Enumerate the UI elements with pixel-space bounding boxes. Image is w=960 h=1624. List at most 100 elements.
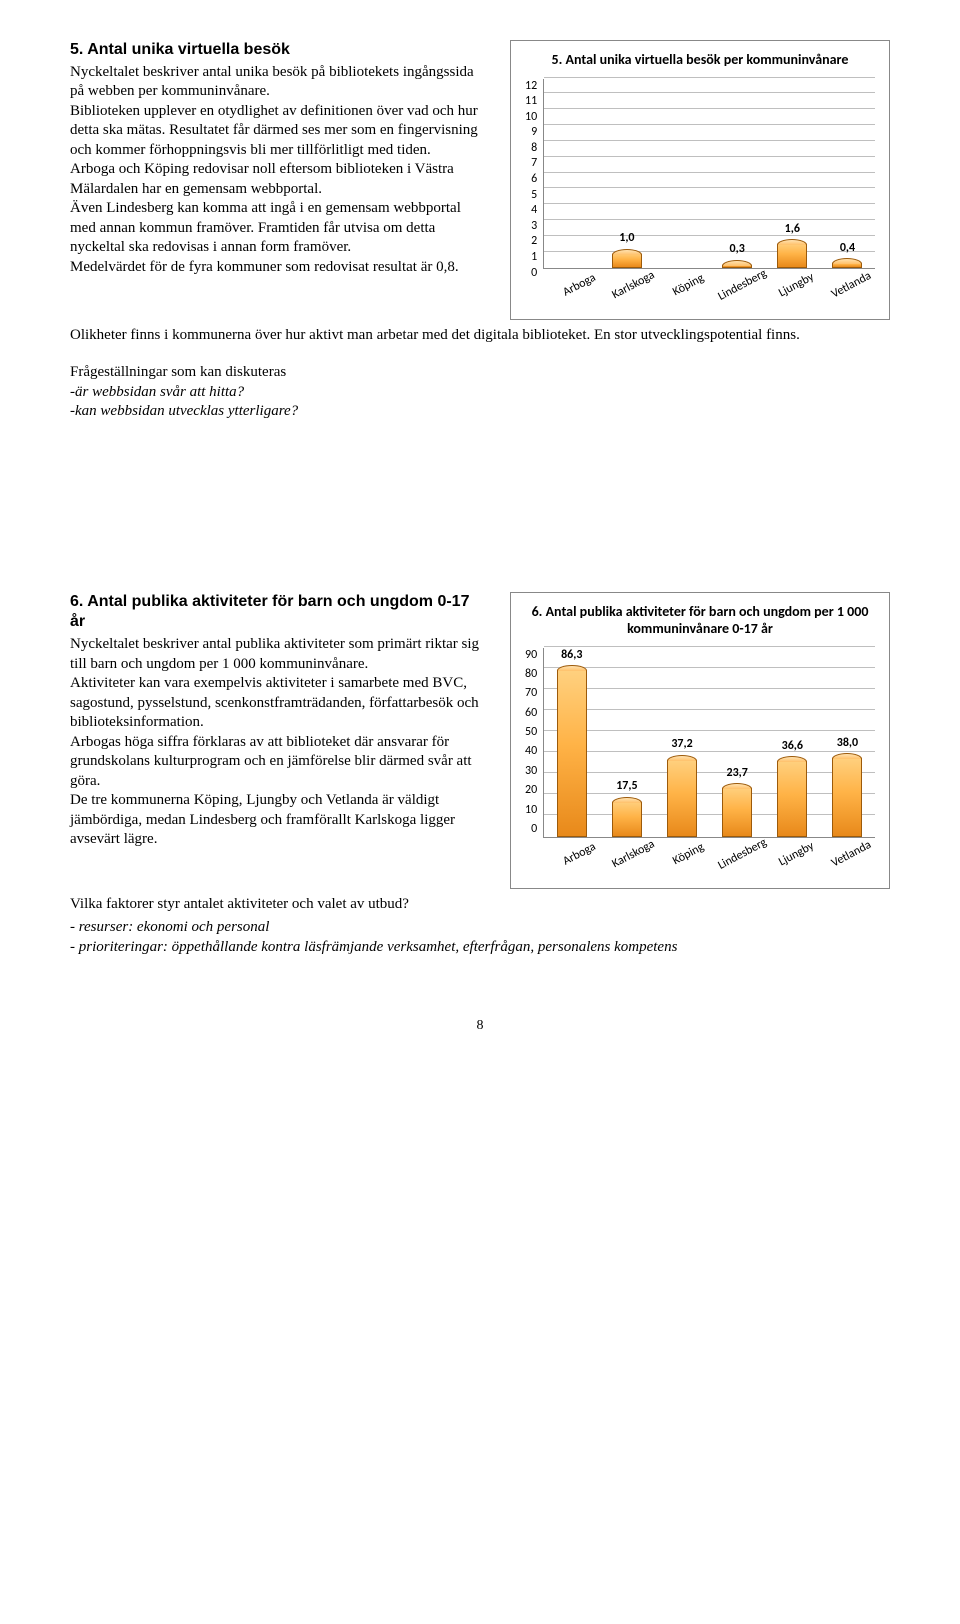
chart5-bar-cap: [832, 258, 862, 264]
section-5-q2: -kan webbsidan utvecklas ytterligare?: [70, 402, 890, 422]
chart6-y-tick: 10: [525, 803, 537, 819]
chart6-y-tick: 30: [525, 764, 537, 780]
chart5-y-tick: 8: [531, 141, 537, 157]
section-5-body: Nyckeltalet beskriver antal unika besök …: [70, 63, 486, 278]
chart5-y-tick: 5: [531, 188, 537, 204]
chart5-bar-value-label: 0,4: [840, 241, 855, 257]
chart5-y-tick: 4: [531, 203, 537, 219]
chart5-title: 5. Antal unika virtuella besök per kommu…: [525, 51, 875, 69]
page-number: 8: [70, 1017, 890, 1035]
chart6-bar-cap: [777, 756, 807, 762]
chart6-body: 908070605040302010086,317,537,223,736,63…: [525, 648, 875, 838]
section-6-after: Vilka faktorer styr antalet aktiviteter …: [70, 895, 890, 915]
chart6-bar-cap: [832, 753, 862, 759]
section-5-heading: 5. Antal unika virtuella besök: [70, 40, 486, 61]
chart6-y-tick: 20: [525, 783, 537, 799]
chart5-bar-value-label: 0,3: [730, 242, 745, 258]
chart6-bar-cap: [612, 797, 642, 803]
chart5-y-tick: 10: [525, 110, 537, 126]
section-5-questions: Frågeställningar som kan diskuteras -är …: [70, 363, 890, 422]
chart6-x-label: Lindesberg: [715, 835, 770, 874]
chart6-bar-value-label: 36,6: [782, 739, 803, 755]
section-5-q-intro: Frågeställningar som kan diskuteras: [70, 363, 890, 383]
chart6-bar-value-label: 37,2: [671, 737, 692, 753]
chart5-y-tick: 12: [525, 79, 537, 95]
chart5-x-label: Ljungby: [769, 266, 824, 305]
chart5-y-tick: 11: [525, 94, 537, 110]
chart6-x-axis: ArbogaKarlskogaKöpingLindesbergLjungbyVe…: [525, 838, 875, 882]
chart5-bar-value-label: 1,6: [785, 222, 800, 238]
chart6-y-tick: 0: [531, 822, 537, 838]
chart6-bar-wrap: 17,5: [599, 648, 654, 837]
chart6-x-label: Arboga: [552, 835, 607, 874]
chart5-bar-wrap: [654, 79, 709, 268]
chart6-bar: [557, 668, 587, 837]
chart5-y-tick: 2: [531, 234, 537, 250]
chart6-x-label: Ljungby: [769, 835, 824, 874]
chart5-bar-value-label: 1,0: [619, 231, 634, 247]
chart6-plot: 86,3 17,5 37,2 23,7 36,6 38,0: [543, 648, 875, 838]
chart5-x-axis: ArbogaKarlskogaKöpingLindesbergLjungbyVe…: [525, 269, 875, 313]
chart5-plot: 1,0 0,3 1,6 0,4: [543, 79, 875, 269]
section-5-q1: -är webbsidan svår att hitta?: [70, 383, 890, 403]
section-6-body: Nyckeltalet beskriver antal publika akti…: [70, 635, 486, 850]
chart6-y-tick: 70: [525, 686, 537, 702]
chart6-y-axis: 9080706050403020100: [525, 648, 543, 838]
chart6-bar-wrap: 38,0: [820, 648, 875, 837]
section-6-text: 6. Antal publika aktiviteter för barn oc…: [70, 592, 486, 854]
chart6-y-tick: 60: [525, 706, 537, 722]
section-6: 6. Antal publika aktiviteter för barn oc…: [70, 592, 890, 958]
chart5-bar-cap: [777, 239, 807, 245]
chart5-y-tick: 7: [531, 156, 537, 172]
chart6-y-tick: 80: [525, 667, 537, 683]
chart5-bar-cap: [612, 249, 642, 255]
chart5-y-tick: 6: [531, 172, 537, 188]
chart6-bar-value-label: 38,0: [837, 736, 858, 752]
chart5-bars: 1,0 0,3 1,6 0,4: [544, 79, 875, 268]
chart5-bar-wrap: 0,3: [710, 79, 765, 268]
chart6-bar-cap: [557, 665, 587, 671]
chart5-bar: [777, 242, 807, 267]
chart6-bar-wrap: 23,7: [710, 648, 765, 837]
chart-6: 6. Antal publika aktiviteter för barn oc…: [510, 592, 890, 889]
chart6-title: 6. Antal publika aktiviteter för barn oc…: [525, 603, 875, 638]
chart5-gridline: [544, 77, 875, 78]
chart6-bars: 86,3 17,5 37,2 23,7 36,6 38,0: [544, 648, 875, 837]
chart6-bar: [612, 800, 642, 837]
chart6-bar-wrap: 86,3: [544, 648, 599, 837]
section-5-text: 5. Antal unika virtuella besök Nyckeltal…: [70, 40, 486, 281]
section-6-row: 6. Antal publika aktiviteter för barn oc…: [70, 592, 890, 889]
chart6-x-label: Köping: [661, 835, 716, 874]
section-6-heading: 6. Antal publika aktiviteter för barn oc…: [70, 592, 486, 634]
chart6-bar-value-label: 23,7: [726, 766, 747, 782]
chart5-bar-wrap: 1,6: [765, 79, 820, 268]
chart6-y-tick: 90: [525, 648, 537, 664]
chart5-bar-wrap: 1,0: [599, 79, 654, 268]
chart5-bar-wrap: 0,4: [820, 79, 875, 268]
chart5-y-axis: 1211109876543210: [525, 79, 543, 269]
chart5-y-tick: 0: [531, 266, 537, 282]
chart6-x-label: Karlskoga: [607, 835, 662, 874]
chart6-bar: [722, 786, 752, 836]
section-5-row: 5. Antal unika virtuella besök Nyckeltal…: [70, 40, 890, 320]
chart6-bar-value-label: 86,3: [561, 648, 582, 664]
chart6-bar-cap: [667, 755, 697, 761]
chart6-bar-value-label: 17,5: [616, 779, 637, 795]
chart5-x-label: Lindesberg: [715, 266, 770, 305]
chart5-x-label: Köping: [661, 266, 716, 305]
chart6-x-label: Vetlanda: [824, 835, 879, 874]
chart5-y-tick: 9: [531, 125, 537, 141]
chart5-bar-cap: [722, 260, 752, 266]
chart5-y-tick: 1: [531, 250, 537, 266]
chart5-x-label: Arboga: [552, 266, 607, 305]
chart6-gridline: [544, 646, 875, 647]
chart6-bar-cap: [722, 783, 752, 789]
chart-5-container: 5. Antal unika virtuella besök per kommu…: [510, 40, 890, 320]
chart5-x-label: Karlskoga: [607, 266, 662, 305]
chart-6-container: 6. Antal publika aktiviteter för barn oc…: [510, 592, 890, 889]
section-6-q2: - prioriteringar: öppethållande kontra l…: [70, 938, 890, 958]
chart6-bar: [777, 759, 807, 836]
chart6-y-tick: 50: [525, 725, 537, 741]
section-5: 5. Antal unika virtuella besök Nyckeltal…: [70, 40, 890, 422]
chart5-body: 12111098765432101,00,31,60,4: [525, 79, 875, 269]
